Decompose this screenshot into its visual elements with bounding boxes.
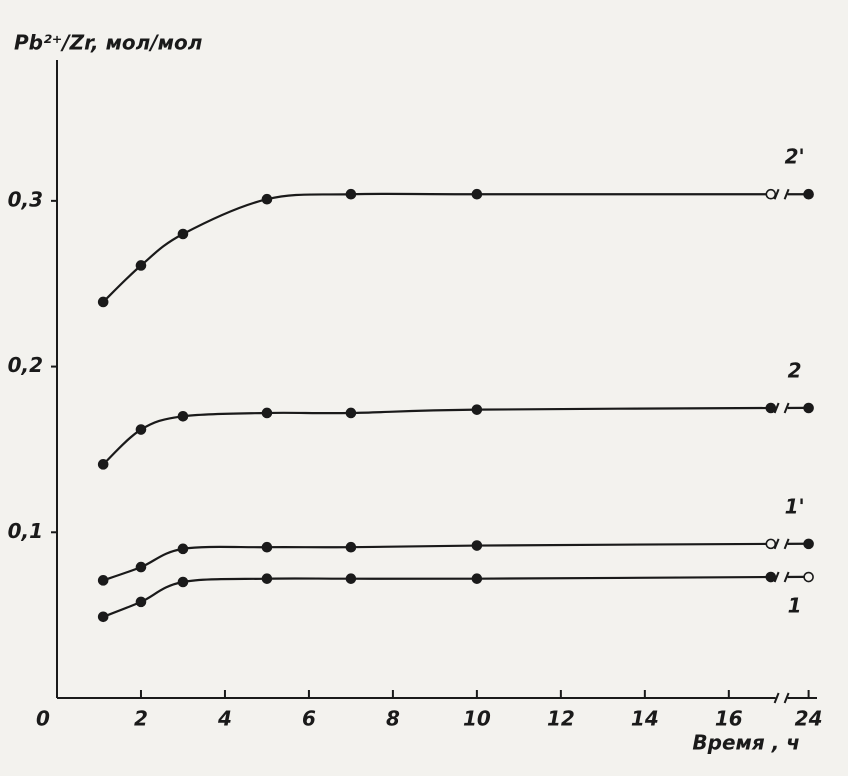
data-point — [471, 540, 483, 551]
x-tick-label: 4 — [217, 707, 232, 731]
data-point — [765, 188, 777, 200]
data-point — [97, 459, 109, 470]
x-tick-label: 8 — [386, 707, 400, 731]
data-point — [803, 571, 814, 583]
y-axis-label: Pb²⁺/Zr, мол/мол — [14, 31, 203, 55]
series-label: 1' — [785, 494, 805, 518]
series-line — [102, 542, 810, 582]
data-point — [765, 571, 777, 583]
x-tick-label: 24 — [795, 707, 823, 731]
data-point — [345, 573, 357, 584]
data-point — [803, 538, 814, 550]
line-break — [773, 571, 790, 583]
x-tick-label: 10 — [463, 707, 491, 731]
series-label: 2 — [788, 359, 802, 383]
x-axis-label: Время , ч — [692, 731, 800, 755]
series-line — [102, 406, 810, 466]
data-point — [345, 188, 357, 200]
data-point — [261, 193, 273, 205]
y-tick-label: 0,1 — [8, 519, 43, 543]
data-point — [177, 543, 189, 555]
data-point — [765, 538, 777, 550]
series-label: 1 — [788, 594, 802, 618]
data-point — [177, 410, 189, 422]
x-tick-label: 6 — [302, 707, 316, 731]
x-tick-label: 0 — [36, 707, 50, 731]
data-point — [471, 188, 483, 200]
x-tick-label: 16 — [715, 707, 743, 731]
data-point — [803, 188, 814, 200]
line-break — [773, 188, 790, 200]
data-point — [261, 541, 273, 553]
data-point — [135, 596, 147, 608]
data-point — [261, 407, 273, 419]
x-tick-label: 12 — [547, 707, 575, 731]
data-point — [345, 541, 357, 553]
series-line — [102, 575, 810, 618]
data-point — [471, 404, 483, 415]
axis-break — [773, 692, 790, 704]
line-break — [773, 402, 790, 414]
data-point — [471, 573, 483, 584]
data-point — [135, 260, 147, 271]
data-point — [97, 611, 109, 623]
data-point — [803, 402, 814, 414]
data-point — [97, 575, 109, 586]
data-point — [97, 296, 109, 308]
data-point — [261, 573, 273, 584]
y-tick-label: 0,3 — [8, 187, 43, 211]
data-point — [177, 576, 189, 588]
data-point — [135, 424, 147, 435]
x-tick-label: 2 — [134, 707, 148, 731]
y-tick-label: 0,2 — [8, 353, 43, 377]
line-break — [773, 538, 790, 550]
x-tick-label: 14 — [631, 707, 659, 731]
data-point — [177, 228, 189, 240]
data-point — [345, 407, 357, 419]
series-label: 2' — [785, 145, 805, 169]
data-point — [765, 402, 777, 414]
data-point — [135, 561, 147, 573]
series-line — [102, 192, 810, 303]
